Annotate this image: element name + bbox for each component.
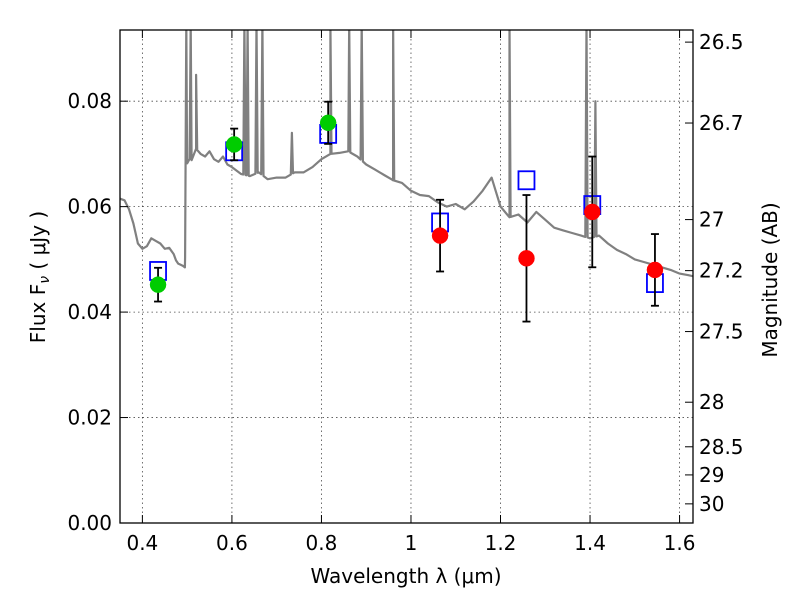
- y2-tick-label: 27: [699, 208, 724, 232]
- x-tick-label: 0.8: [306, 531, 338, 555]
- y-axis-title-main: Flux F: [26, 284, 50, 343]
- data-point-marker: [149, 276, 167, 293]
- y-axis-title-unit: ( μJy ): [26, 211, 50, 276]
- x-tick-label: 1.2: [485, 531, 517, 555]
- y2-tick-label: 28: [699, 390, 724, 414]
- x-tick-label: 1.6: [664, 531, 696, 555]
- y-tick-label: 0.02: [67, 406, 112, 430]
- data-point-marker: [225, 136, 243, 153]
- y-tick-label: 0.08: [67, 89, 112, 113]
- y2-axis: 26.5 26.7 27 27.2 27.5 28 28.5 29 30: [685, 30, 744, 516]
- x-tick-label: 1.4: [574, 531, 606, 555]
- x-tick-label: 1: [405, 531, 418, 555]
- data-point-marker: [319, 114, 337, 132]
- model-square-marker: [517, 170, 536, 191]
- y-tick-label: 0.00: [67, 511, 112, 535]
- y-axis: 0.00 0.02 0.04 0.06 0.08: [67, 89, 128, 535]
- y2-tick-label: 26.5: [699, 30, 744, 54]
- data-point-marker: [431, 227, 449, 244]
- data-point-marker: [584, 203, 601, 221]
- y2-tick-label: 27.5: [699, 320, 744, 344]
- data-point-marker: [646, 261, 664, 279]
- x-axis: 0.4 0.6 0.8 1 1.2 1.4 1.6: [126, 30, 695, 555]
- plot-frame: [119, 29, 694, 524]
- y2-tick-label: 30: [699, 492, 724, 516]
- y2-axis-title: Magnitude (AB): [758, 202, 782, 357]
- x-axis-title: Wavelength λ (μm): [310, 564, 501, 588]
- data-point-marker: [518, 250, 535, 267]
- plot-area: [120, 30, 693, 323]
- y-axis-title-subscript: ν: [37, 276, 53, 284]
- y2-tick-label: 27.2: [699, 259, 744, 283]
- grid-lines: [120, 30, 693, 524]
- y-axis-title: Flux Fν ( μJy ): [26, 211, 53, 343]
- y2-tick-label: 28.5: [699, 435, 744, 459]
- x-tick-label: 0.6: [216, 531, 248, 555]
- y-tick-label: 0.04: [67, 300, 112, 324]
- y-tick-label: 0.06: [67, 195, 112, 219]
- y2-tick-label: 29: [699, 463, 724, 487]
- x-tick-label: 0.4: [126, 531, 158, 555]
- y2-tick-label: 26.7: [699, 111, 744, 135]
- spectrum-line: [120, 30, 693, 278]
